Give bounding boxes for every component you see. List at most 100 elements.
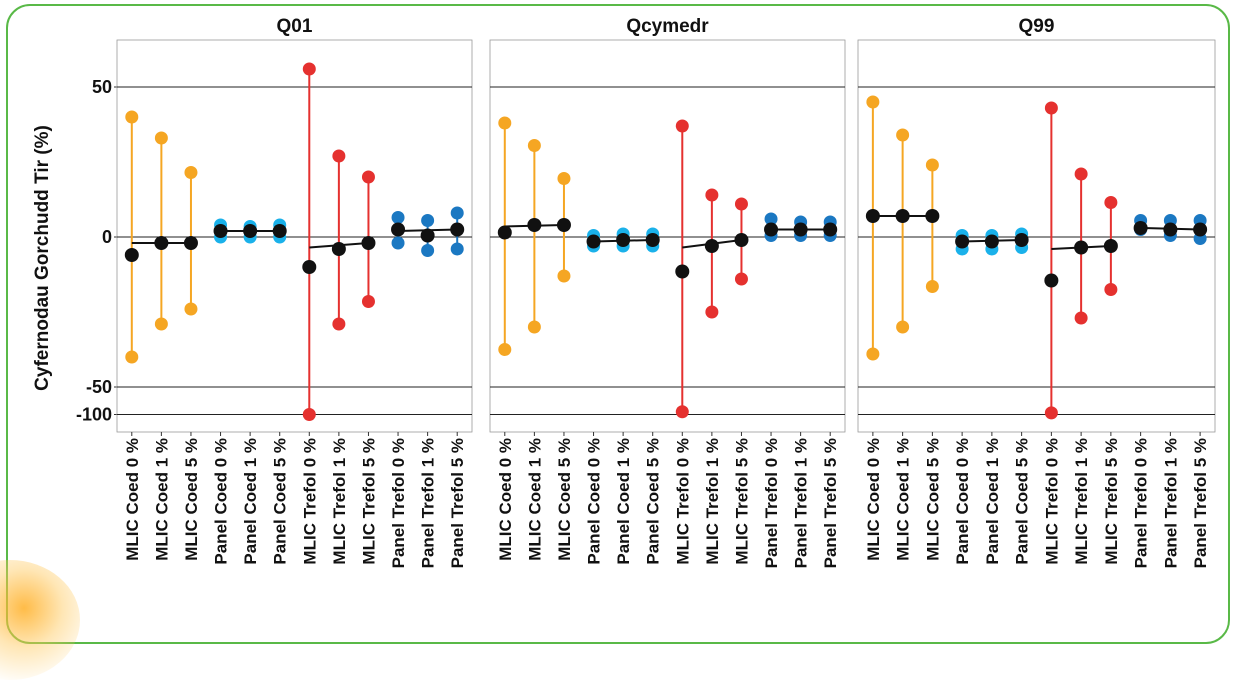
lower-point: [184, 302, 198, 316]
median-point: [1133, 221, 1148, 235]
x-tick-label: Panel Coed 5 %: [644, 438, 663, 565]
upper-point: [557, 172, 571, 185]
median-point: [704, 239, 719, 253]
y-tick-label: -100: [76, 405, 112, 425]
median-point: [391, 222, 406, 237]
lower-point: [391, 236, 405, 250]
median-point: [183, 236, 198, 250]
x-tick-label: Panel Trefol 1 %: [1161, 438, 1180, 568]
lower-point: [1074, 311, 1088, 325]
x-tick-label: Panel Trefol 5 %: [821, 438, 840, 568]
x-tick-label: MLIC Trefol 5 %: [732, 438, 751, 565]
x-tick-label: Panel Coed 0 %: [585, 438, 604, 565]
panel-q01: Q01 MLIC Coed 0 % MLIC Coed 1 % MLIC Coed 5…: [116, 16, 473, 568]
median-point: [420, 228, 435, 243]
x-tick-label: Panel Trefol 0 %: [1132, 438, 1151, 568]
x-tick-label: MLIC Coed 5 %: [555, 438, 574, 561]
x-tick-label: Panel Trefol 1 %: [792, 438, 811, 568]
upper-point: [421, 214, 435, 227]
upper-point: [896, 128, 910, 142]
median-point: [645, 233, 660, 247]
x-tick-label: Panel Trefol 5 %: [1191, 438, 1210, 568]
x-tick-label: MLIC Coed 1 %: [525, 438, 544, 561]
x-tick-label: Panel Trefol 5 %: [448, 438, 467, 568]
upper-point: [391, 211, 405, 224]
lower-point: [154, 317, 168, 331]
lower-point: [866, 347, 880, 361]
x-tick-label: MLIC Coed 0 %: [123, 438, 142, 561]
x-tick-label: MLIC Trefol 5 %: [1102, 438, 1121, 565]
upper-point: [184, 166, 198, 179]
median-point: [213, 224, 228, 238]
lower-point: [421, 244, 435, 257]
median-point: [1193, 222, 1208, 237]
median-point: [865, 209, 880, 223]
lower-point: [361, 295, 375, 308]
upper-point: [1044, 101, 1058, 115]
upper-point: [1104, 196, 1118, 209]
median-point: [497, 225, 512, 240]
median-point: [793, 222, 808, 237]
panel-title: Qcymedr: [626, 16, 709, 37]
median-point: [527, 218, 542, 232]
x-tick-label: Panel Coed 1 %: [983, 438, 1002, 565]
median-point: [895, 209, 910, 223]
panel-border: [116, 39, 473, 433]
lower-point: [557, 269, 571, 283]
x-tick-label: Panel Trefol 1 %: [419, 438, 438, 568]
median-point: [243, 224, 258, 238]
x-tick-label: MLIC Trefol 1 %: [1072, 438, 1091, 565]
median-point: [302, 260, 317, 274]
median-point: [1163, 222, 1178, 237]
upper-point: [764, 212, 778, 226]
median-point: [272, 224, 287, 238]
land-cover-coefficients-chart: Cyfernodau Gorchudd Tir (%) 50 0 -50 -100 Q01…: [32, 16, 1216, 568]
x-tick-label: Panel Coed 1 %: [614, 438, 633, 565]
lower-point: [302, 408, 316, 421]
median-point: [955, 234, 970, 249]
median-point: [925, 209, 940, 223]
upper-point: [332, 149, 346, 163]
upper-point: [498, 116, 512, 130]
lower-point: [705, 305, 719, 319]
median-point: [984, 234, 999, 249]
upper-point: [925, 158, 939, 172]
panel-qcymedr: Qcymedr MLIC Coed 0 % MLIC Coed 1 % MLIC Co…: [489, 16, 846, 568]
upper-point: [1074, 167, 1088, 181]
x-tick-label: Panel Trefol 0 %: [389, 438, 408, 568]
y-axis-label: Cyfernodau Gorchudd Tir (%): [32, 125, 53, 391]
lower-point: [527, 320, 541, 334]
panel-title: Q01: [277, 16, 313, 37]
x-tick-label: MLIC Coed 1 %: [894, 438, 913, 561]
median-point: [1044, 273, 1059, 288]
y-tick-label: 50: [92, 77, 112, 97]
x-tick-label: MLIC Trefol 0 %: [1042, 438, 1061, 565]
x-tick-label: MLIC Trefol 5 %: [359, 438, 378, 565]
upper-point: [125, 110, 139, 124]
x-tick-label: MLIC Coed 5 %: [182, 438, 201, 561]
panel-title: Q99: [1019, 16, 1055, 37]
x-tick-label: MLIC Trefol 1 %: [330, 438, 349, 565]
lower-point: [332, 317, 346, 331]
lower-point: [675, 405, 689, 419]
lower-point: [498, 343, 512, 356]
upper-point: [527, 139, 541, 152]
panel-q99: Q99 MLIC Coed 0 % MLIC Coed 1 % MLIC Coed 5…: [857, 16, 1216, 568]
upper-point: [361, 170, 375, 184]
median-point: [1103, 239, 1118, 253]
median-point: [586, 234, 601, 249]
lower-point: [734, 272, 748, 286]
y-tick-label: 0: [102, 227, 112, 247]
median-point: [331, 242, 346, 256]
lower-point: [896, 320, 910, 334]
median-point: [154, 236, 169, 250]
median-point: [1074, 240, 1089, 255]
upper-point: [866, 95, 880, 109]
x-tick-label: Panel Coed 5 %: [271, 438, 290, 565]
median-point: [450, 222, 465, 237]
median-point: [124, 248, 139, 262]
x-tick-label: MLIC Trefol 0 %: [673, 438, 692, 565]
median-point: [361, 236, 376, 250]
y-tick-label: -50: [86, 377, 112, 397]
x-tick-label: Panel Trefol 0 %: [762, 438, 781, 568]
